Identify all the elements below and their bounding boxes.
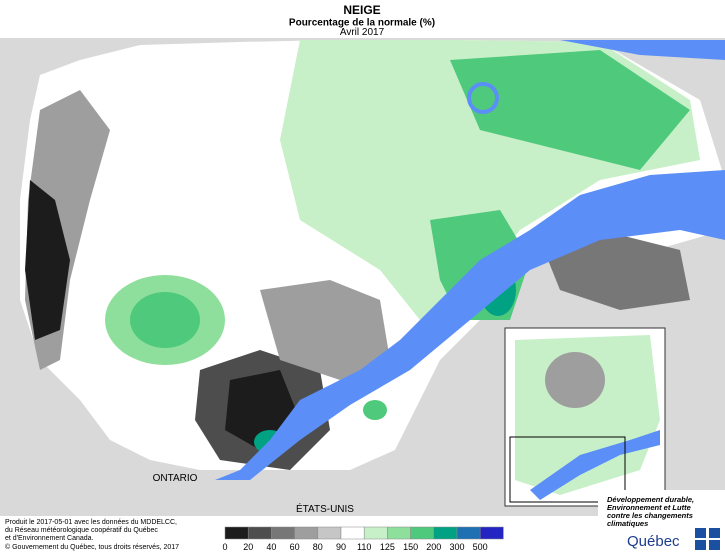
legend-swatch	[317, 526, 342, 540]
inset-map	[504, 327, 666, 507]
logo-line: contre les changements	[607, 511, 693, 520]
usa	[240, 470, 500, 516]
logo-name: Québec	[627, 533, 680, 550]
logo-flag	[695, 528, 706, 538]
legend-swatch	[247, 526, 272, 540]
subtitle: Pourcentage de la normale (%)	[289, 18, 435, 29]
logo-line: Environnement et Lutte	[607, 503, 691, 512]
zone-gaspesie	[540, 230, 690, 310]
copyright: © Gouvernement du Québec, tous droits ré…	[5, 543, 179, 551]
map: ONTARIO ÉTATS-UNIS	[0, 38, 725, 516]
logo-flag	[709, 540, 720, 550]
legend-tick-label: 110	[357, 542, 371, 552]
logo-line: climatiques	[607, 519, 648, 528]
legend-tick-label: 0	[222, 542, 227, 552]
legend-tick-label: 300	[449, 542, 464, 552]
credits: Produit le 2017-05-01 avec les données d…	[5, 519, 179, 551]
legend-swatch	[271, 526, 295, 540]
map-label: ONTARIO	[153, 473, 198, 484]
legend-swatch	[433, 526, 458, 540]
zone-abitibi-core	[130, 292, 200, 348]
zone-very-low	[25, 180, 70, 340]
legend-tick-label: 60	[290, 542, 300, 552]
legend-tick-label: 500	[473, 542, 488, 552]
legend-swatch	[294, 526, 319, 540]
ontario-us	[0, 470, 240, 516]
zone-estrie	[363, 400, 387, 420]
period: Avril 2017	[340, 27, 385, 38]
legend-tick-label: 40	[266, 542, 276, 552]
title: NEIGE	[343, 3, 380, 17]
legend-swatch	[410, 526, 435, 540]
zone-north-greener	[450, 50, 690, 170]
legend-tick-label: 200	[426, 542, 441, 552]
header-bg	[0, 0, 725, 38]
zone-center-gray	[260, 280, 390, 380]
legend-tick-label: 80	[313, 542, 323, 552]
manicouagan	[467, 82, 499, 114]
saint-lawrence	[215, 170, 725, 480]
logo-flag	[695, 540, 706, 550]
legend-swatch	[387, 526, 411, 540]
legend-tick-label: 90	[336, 542, 346, 552]
credit-line: du Réseau météorologique coopératif du Q…	[5, 527, 158, 534]
logo-line: Développement durable,	[607, 495, 694, 504]
legend-swatch	[456, 526, 481, 540]
credit-line: Produit le 2017-05-01 avec les données d…	[5, 519, 177, 526]
legend: 0 20 40 60 80 90 110 125 150 200 300 500	[222, 526, 504, 552]
inset-extent	[509, 436, 626, 503]
water-north	[560, 40, 725, 60]
legend-tick-label: 20	[243, 542, 253, 552]
legend-swatch	[363, 526, 388, 540]
legend-swatch	[479, 526, 504, 540]
map-label: ÉTATS-UNIS	[296, 502, 354, 515]
legend-tick-label: 150	[403, 542, 418, 552]
inset-water	[530, 430, 660, 500]
inset-gray	[545, 352, 605, 408]
legend-tick-label: 125	[380, 542, 395, 552]
logo: Développement durable,Environnement et L…	[607, 495, 720, 550]
logo-flag	[709, 528, 720, 538]
legend-swatch	[224, 526, 249, 540]
legend-swatch	[340, 526, 365, 540]
credit-line: et d'Environnement Canada.	[5, 535, 94, 542]
